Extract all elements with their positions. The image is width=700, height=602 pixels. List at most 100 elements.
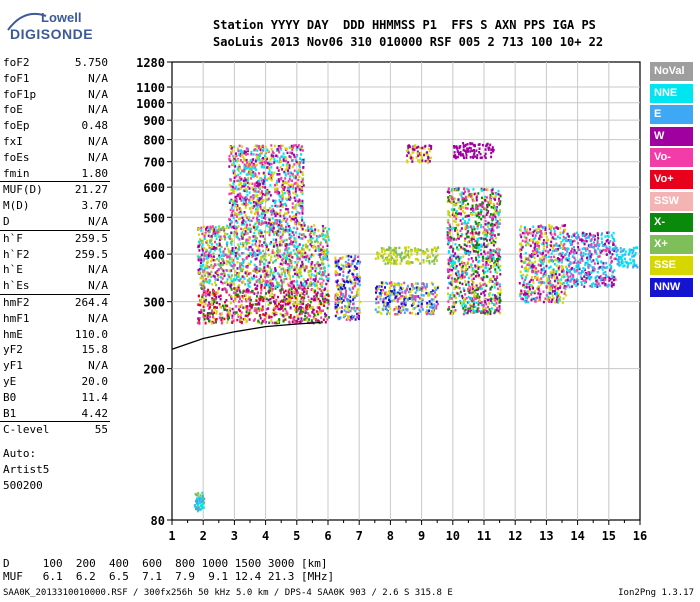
echo-point [340,293,342,296]
echo-point [254,252,256,255]
echo-point [270,223,272,226]
echo-point [294,309,296,312]
echo-point [407,254,409,257]
echo-point [200,240,202,243]
echo-point [221,246,223,249]
echo-point [246,320,248,323]
echo-point [277,257,279,260]
echo-point [213,255,215,258]
echo-point [306,255,308,258]
echo-point [302,256,304,259]
echo-point [286,182,288,185]
echo-point [211,300,213,303]
echo-point [468,226,470,229]
echo-point [210,254,212,257]
echo-point [241,185,243,188]
echo-point [270,258,272,261]
echo-point [294,273,296,276]
echo-point [483,311,485,314]
echo-point [354,265,356,268]
echo-point [423,154,425,157]
echo-point [198,249,200,252]
echo-point [463,289,465,292]
echo-point [340,286,342,289]
echo-point [211,310,213,313]
echo-point [250,260,252,263]
echo-point [493,303,495,306]
echo-point [252,255,254,257]
echo-point [448,199,450,202]
echo-point [249,191,251,194]
echo-point [497,262,499,265]
echo-point [235,278,237,281]
echo-point [205,255,207,258]
echo-point [387,302,389,305]
echo-point [325,249,327,252]
echo-point [435,255,437,257]
echo-point [475,250,477,253]
echo-point [287,269,289,272]
echo-point [276,183,278,186]
echo-point [248,249,250,252]
echo-point [224,248,226,251]
echo-point [277,148,279,151]
echo-point [486,143,488,146]
echo-point [451,208,453,211]
echo-point [490,152,492,155]
echo-point [294,183,296,186]
echo-point [313,233,315,236]
echo-point [310,276,312,279]
echo-point [302,166,304,169]
echo-point [426,302,428,305]
echo-point [206,267,208,270]
echo-point [353,307,355,310]
echo-point [283,291,285,294]
echo-point [319,278,321,281]
echo-point [260,289,262,292]
echo-point [465,204,467,207]
echo-point [404,312,406,315]
echo-point [322,263,324,266]
echo-point [488,147,490,150]
echo-point [299,199,301,202]
echo-point [375,287,377,290]
echo-point [201,268,203,271]
echo-point [308,299,310,302]
echo-point [257,206,259,209]
echo-point [261,284,263,287]
echo-point [235,252,237,255]
echo-point [288,196,290,199]
echo-point [314,284,316,287]
echo-point [223,250,225,253]
echo-point [293,319,295,322]
echo-point [247,283,249,286]
echo-point [471,274,473,277]
echo-point [409,297,411,300]
echo-point [269,158,271,161]
echo-point [477,239,479,242]
echo-point [262,182,264,185]
echo-point [319,288,321,291]
echo-point [496,302,498,305]
echo-point [464,293,466,296]
echo-point [271,163,273,166]
echo-point [246,159,248,162]
echo-point [310,243,312,246]
echo-point [239,145,241,148]
echo-point [342,274,344,277]
echo-point [236,287,238,290]
echo-point [471,311,473,314]
echo-point [273,243,275,246]
echo-point [323,279,325,282]
echo-point [292,202,294,205]
echo-point [412,298,414,301]
echo-point [375,258,377,261]
echo-point [235,203,237,206]
echo-point [403,282,405,285]
echo-point [458,212,460,215]
echo-point [268,304,270,307]
echo-point [226,245,228,248]
y-tick-label: 300 [143,296,165,310]
echo-point [265,243,267,246]
echo-point [257,209,259,212]
